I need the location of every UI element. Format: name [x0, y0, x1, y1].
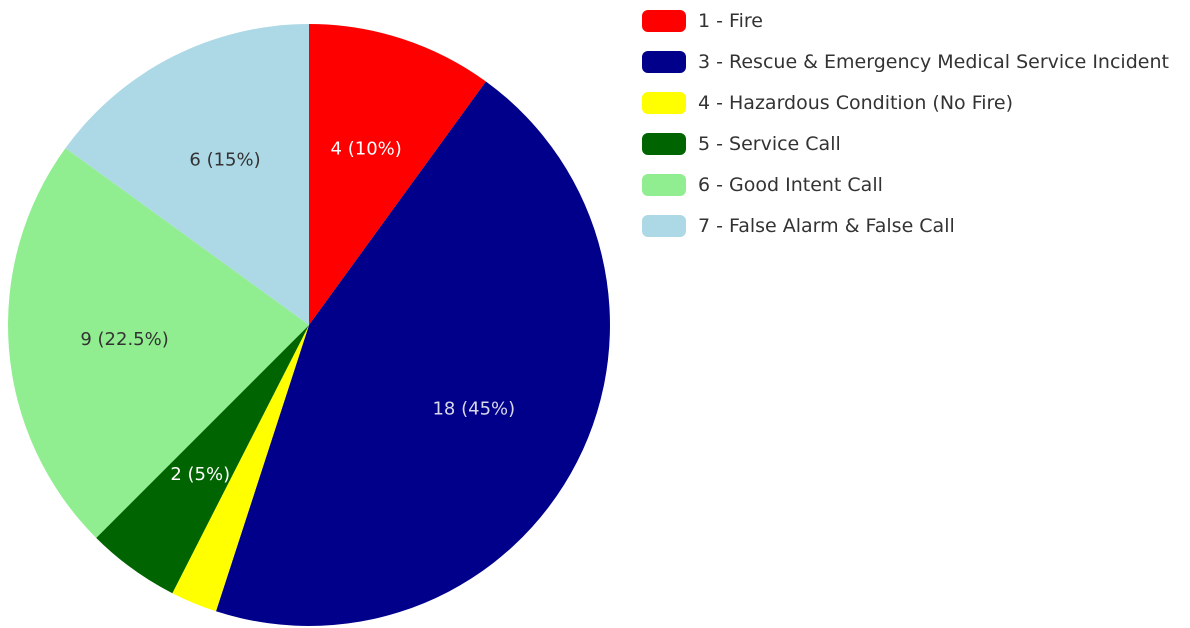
legend-label: 6 - Good Intent Call [698, 173, 883, 196]
legend-label: 3 - Rescue & Emergency Medical Service I… [698, 50, 1169, 73]
legend-swatch [642, 9, 686, 32]
legend-item[interactable]: 6 - Good Intent Call [642, 164, 1190, 205]
legend-label: 4 - Hazardous Condition (No Fire) [698, 91, 1014, 114]
legend-swatch [642, 50, 686, 73]
legend-swatch [642, 173, 686, 196]
slice-data-label: 4 (10%) [331, 139, 402, 160]
pie-slice[interactable] [65, 24, 310, 325]
legend-label: 5 - Service Call [698, 132, 841, 155]
legend-item[interactable]: 4 - Hazardous Condition (No Fire) [642, 82, 1190, 123]
slice-data-label: 18 (45%) [432, 398, 515, 419]
pie-slice[interactable] [96, 325, 309, 594]
legend-item[interactable]: 5 - Service Call [642, 123, 1190, 164]
legend-swatch [642, 132, 686, 155]
legend-item[interactable]: 1 - Fire [642, 0, 1190, 41]
legend-label: 1 - Fire [698, 9, 763, 32]
pie-chart: 4 (10%) 18 (45%) 2 (5%) 9 (22.5%) 6 (15%) [8, 24, 610, 626]
pie-slice[interactable] [215, 81, 610, 626]
pie-slice[interactable] [309, 24, 486, 325]
pie-slice[interactable] [8, 148, 310, 538]
legend: 1 - Fire 3 - Rescue & Emergency Medical S… [642, 0, 1190, 246]
legend-swatch [642, 91, 686, 114]
legend-swatch [642, 214, 686, 237]
legend-item[interactable]: 7 - False Alarm & False Call [642, 205, 1190, 246]
slice-data-label: 6 (15%) [189, 150, 260, 171]
legend-label: 7 - False Alarm & False Call [698, 214, 955, 237]
legend-item[interactable]: 3 - Rescue & Emergency Medical Service I… [642, 41, 1190, 82]
slice-data-label: 2 (5%) [170, 464, 230, 485]
pie-slice[interactable] [172, 325, 309, 612]
slice-data-label: 9 (22.5%) [80, 329, 168, 350]
